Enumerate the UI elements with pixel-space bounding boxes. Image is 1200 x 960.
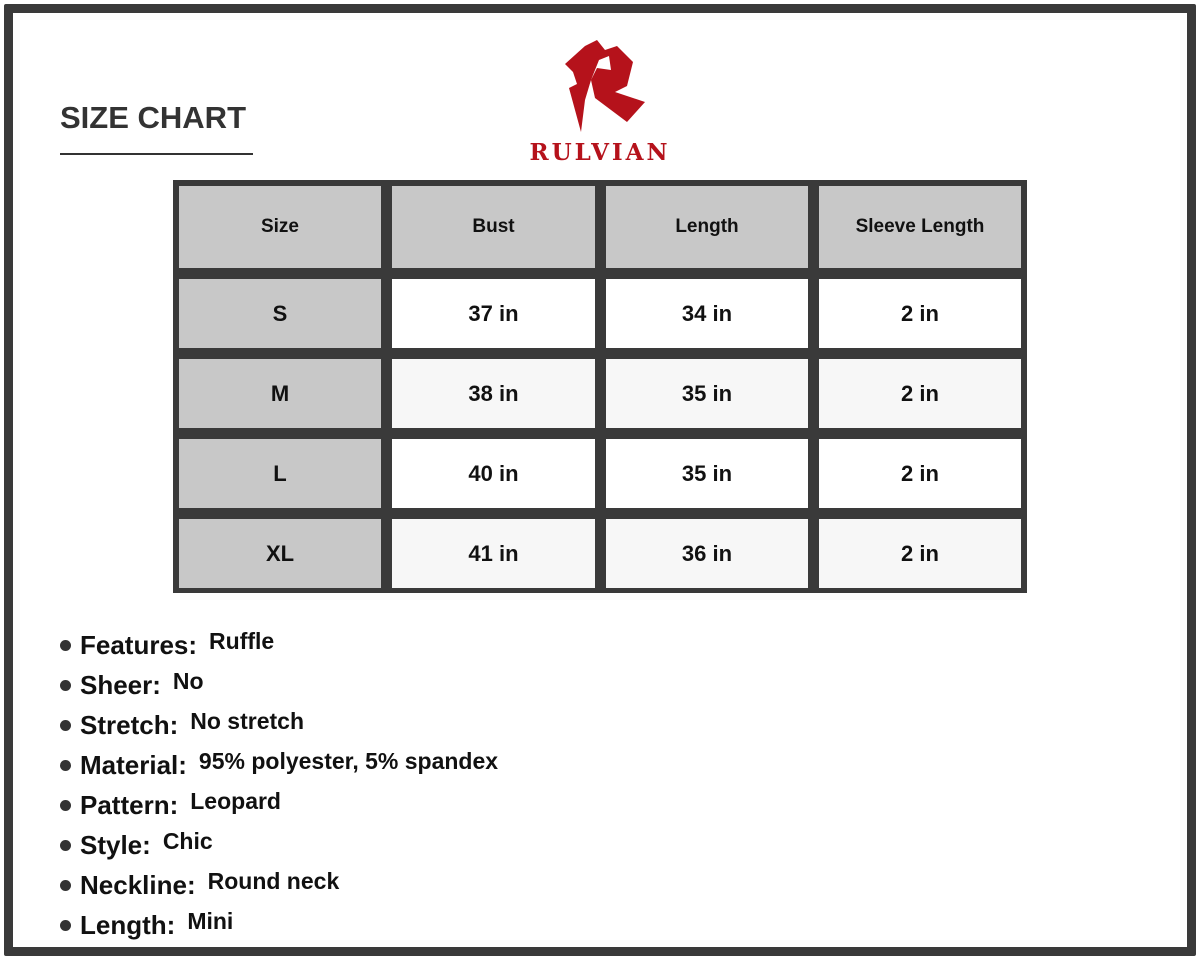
bullet-icon bbox=[60, 879, 71, 891]
table-cell: 40 in bbox=[392, 439, 595, 508]
spec-key: Length: bbox=[80, 909, 176, 940]
table-cell: L bbox=[179, 439, 381, 508]
spec-value: Mini bbox=[187, 907, 234, 934]
spec-value: Leopard bbox=[190, 787, 281, 814]
brand-r-logo-icon bbox=[565, 40, 645, 132]
spec-key: Pattern: bbox=[80, 789, 179, 820]
size-table: Size Bust Length Sleeve Length S 37 in 34 in 2 … bbox=[173, 180, 1027, 593]
spec-key: Style: bbox=[80, 829, 151, 860]
table-cell: XL bbox=[179, 519, 381, 588]
spec-key: Material: bbox=[80, 749, 187, 780]
table-cell: M bbox=[179, 359, 381, 428]
bullet-icon bbox=[60, 839, 71, 851]
spec-item: Sheer: No bbox=[60, 665, 498, 705]
page-frame bbox=[4, 4, 1196, 956]
table-cell: 37 in bbox=[392, 279, 595, 348]
bullet-icon bbox=[60, 679, 71, 691]
spec-key: Features: bbox=[80, 629, 198, 660]
spec-value: No stretch bbox=[190, 707, 304, 734]
bullet-icon bbox=[60, 919, 71, 931]
table-header-cell: Sleeve Length bbox=[819, 186, 1021, 268]
spec-value: Round neck bbox=[207, 867, 340, 894]
spec-value: Ruffle bbox=[209, 627, 275, 654]
spec-item: Pattern: Leopard bbox=[60, 785, 498, 825]
spec-key: Sheer: bbox=[80, 669, 161, 700]
table-cell: 38 in bbox=[392, 359, 595, 428]
spec-item: Features: Ruffle bbox=[60, 625, 498, 665]
table-cell: 41 in bbox=[392, 519, 595, 588]
table-cell: 36 in bbox=[606, 519, 808, 588]
spec-list: Features: Ruffle Sheer: No Stretch: No stretc… bbox=[60, 625, 498, 945]
table-cell: 2 in bbox=[819, 279, 1021, 348]
spec-value: Chic bbox=[162, 827, 213, 854]
brand-logo: RULVIAN bbox=[515, 40, 685, 166]
spec-item: Neckline: Round neck bbox=[60, 865, 498, 905]
table-cell: 35 in bbox=[606, 439, 808, 508]
spec-item: Style: Chic bbox=[60, 825, 498, 865]
spec-item: Length: Mini bbox=[60, 905, 498, 945]
table-cell: S bbox=[179, 279, 381, 348]
table-cell: 2 in bbox=[819, 439, 1021, 508]
brand-name: RULVIAN bbox=[529, 139, 671, 166]
spec-item: Material: 95% polyester, 5% spandex bbox=[60, 745, 498, 785]
bullet-icon bbox=[60, 719, 71, 731]
title-underline bbox=[60, 153, 253, 155]
bullet-icon bbox=[60, 759, 71, 771]
spec-value: 95% polyester, 5% spandex bbox=[198, 747, 499, 774]
spec-value: No bbox=[172, 667, 204, 694]
spec-key: Stretch: bbox=[80, 709, 179, 740]
table-cell: 2 in bbox=[819, 359, 1021, 428]
table-header-cell: Size bbox=[179, 186, 381, 268]
page-title: SIZE CHART bbox=[60, 100, 246, 135]
table-cell: 34 in bbox=[606, 279, 808, 348]
table-cell: 35 in bbox=[606, 359, 808, 428]
spec-key: Neckline: bbox=[80, 869, 196, 900]
table-header-cell: Bust bbox=[392, 186, 595, 268]
table-cell: 2 in bbox=[819, 519, 1021, 588]
bullet-icon bbox=[60, 799, 71, 811]
bullet-icon bbox=[60, 639, 71, 651]
spec-item: Stretch: No stretch bbox=[60, 705, 498, 745]
table-header-cell: Length bbox=[606, 186, 808, 268]
